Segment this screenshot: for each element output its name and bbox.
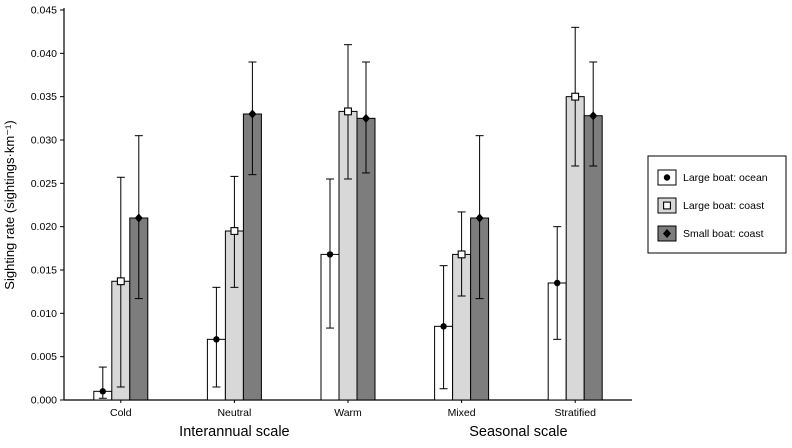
x-tick-label: Neutral xyxy=(217,407,251,419)
x-group-label: Interannual scale xyxy=(179,424,289,440)
y-tick-label: 0.045 xyxy=(31,5,57,17)
y-axis-label: Sighting rate (sightings·km⁻¹) xyxy=(2,120,17,289)
y-tick-label: 0.035 xyxy=(31,91,57,103)
filled-circle-marker xyxy=(440,323,447,330)
open-square-marker xyxy=(663,201,671,210)
filled-diamond-marker xyxy=(589,111,598,121)
y-tick-label: 0.015 xyxy=(31,265,57,277)
open-square-marker xyxy=(571,92,580,101)
x-tick-label: Cold xyxy=(110,407,132,419)
y-tick-label: 0.030 xyxy=(31,135,57,147)
legend-label: Large boat: ocean xyxy=(683,172,768,184)
filled-diamond-marker xyxy=(248,109,257,119)
x-group-label: Seasonal scale xyxy=(469,424,567,440)
filled-circle-marker xyxy=(213,336,220,343)
filled-circle-marker xyxy=(99,388,107,395)
open-square-marker xyxy=(116,277,125,286)
y-tick-label: 0.010 xyxy=(31,308,57,320)
x-tick-label: Warm xyxy=(334,407,362,419)
open-square-marker xyxy=(230,227,239,235)
filled-circle-marker xyxy=(663,174,671,181)
filled-circle-marker xyxy=(326,251,334,258)
filled-diamond-marker xyxy=(663,229,671,238)
x-tick-label: Stratified xyxy=(554,407,596,419)
filled-diamond-marker xyxy=(475,213,484,223)
filled-diamond-marker xyxy=(362,113,370,123)
y-tick-label: 0.025 xyxy=(31,178,57,190)
x-tick-label: Mixed xyxy=(448,407,476,419)
legend-label: Small boat: coast xyxy=(683,228,764,240)
open-square-marker xyxy=(457,250,466,259)
filled-circle-marker xyxy=(554,279,561,287)
open-square-marker xyxy=(344,107,352,116)
y-tick-label: 0.040 xyxy=(31,48,57,60)
filled-diamond-marker xyxy=(134,213,143,223)
legend-label: Large boat: coast xyxy=(683,200,764,212)
y-tick-label: 0.020 xyxy=(31,221,57,233)
y-tick-label: 0.000 xyxy=(31,395,57,407)
y-tick-label: 0.005 xyxy=(31,351,57,363)
